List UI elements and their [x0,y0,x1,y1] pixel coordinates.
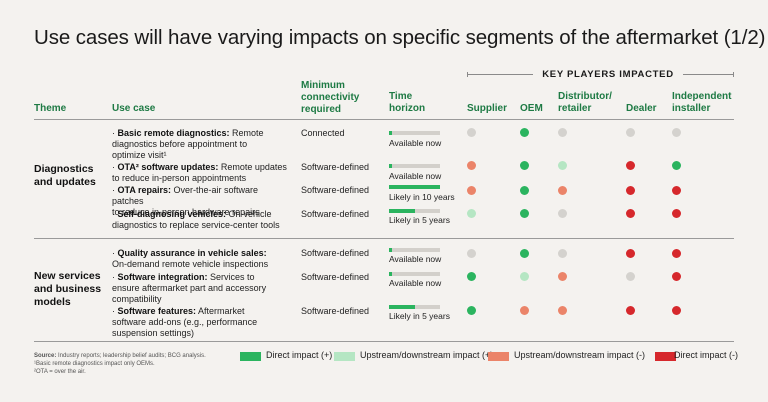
use-case-ota-software-updates: · OTA² software updates: Remote updates … [112,162,287,183]
time-horizon-label: Likely in 5 years [389,311,450,321]
impact-dot-distributor-retailer [558,306,567,315]
connectivity-value: Software-defined [301,209,370,219]
time-horizon-bar [389,131,440,135]
impact-dot-oem [520,306,529,315]
table-bottom-divider [34,341,734,342]
time-horizon-label: Likely in 5 years [389,215,450,225]
impact-dot-oem [520,272,529,281]
impact-dot-independent-installer [672,272,681,281]
footnote-1: ¹Basic remote diagnostics impact only OE… [34,361,155,367]
connectivity-value: Software-defined [301,162,370,172]
legend-label-direct-negative: Direct impact (-) [674,350,739,360]
key-players-rule-right [683,74,734,75]
group-divider [34,238,734,239]
time-horizon-bar [389,272,440,276]
impact-dot-dealer [626,209,635,218]
use-case-ota-repairs: · OTA repairs: Over-the-air software pat… [112,185,260,217]
impact-dot-oem [520,128,529,137]
header-use-case: Use case [112,103,156,114]
header-distributor-retailer: Distributor/retailer [558,91,612,114]
impact-dot-dealer [626,128,635,137]
impact-dot-dealer [626,306,635,315]
connectivity-value: Software-defined [301,272,370,282]
impact-dot-dealer [626,272,635,281]
key-players-heading: KEY PLAYERS IMPACTED [542,69,674,80]
impact-dot-supplier [467,249,476,258]
impact-dot-supplier [467,209,476,218]
use-case-quality-assurance: · Quality assurance in vehicle sales: On… [112,248,269,269]
impact-dot-distributor-retailer [558,161,567,170]
impact-dot-oem [520,161,529,170]
time-horizon-label: Available now [389,254,442,264]
time-horizon-bar [389,209,440,213]
header-independent-installer: Independent installer [672,91,732,114]
use-case-software-integration: · Software integration: Services to ensu… [112,272,267,304]
legend-label-direct-positive: Direct impact (+) [266,350,333,360]
key-players-rule-left [467,74,533,75]
impact-dot-supplier [467,306,476,315]
impact-dot-oem [520,209,529,218]
header-theme: Theme [34,103,67,114]
connectivity-value: Software-defined [301,306,370,316]
legend-swatch-direct-negative [655,352,676,361]
theme-new-services: New services and business models [34,270,102,308]
impact-dot-supplier [467,128,476,137]
header-connectivity: Minimum connectivity required [301,80,360,115]
time-horizon-bar [389,185,440,189]
time-horizon-label: Available now [389,138,442,148]
legend-label-updown-negative: Upstream/downstream impact (-) [514,350,646,360]
connectivity-value: Connected [301,128,345,138]
time-horizon-bar [389,305,440,309]
theme-diagnostics-updates: Diagnostics and updates [34,163,96,188]
use-case-basic-remote-diagnostics: · Basic remote diagnostics: Remote diagn… [112,128,264,160]
time-horizon-label: Available now [389,278,442,288]
impact-dot-supplier [467,186,476,195]
impact-dot-dealer [626,186,635,195]
impact-dot-distributor-retailer [558,249,567,258]
header-dealer: Dealer [626,103,657,114]
header-time-horizon: Time horizon [389,91,426,114]
impact-dot-independent-installer [672,128,681,137]
impact-dot-oem [520,249,529,258]
impact-dot-independent-installer [672,161,681,170]
impact-dot-independent-installer [672,186,681,195]
legend-swatch-direct-positive [240,352,261,361]
legend-label-updown-positive: Upstream/downstream impact (+) [360,350,494,360]
use-case-self-diagnosing-vehicles: · Self-diagnosing vehicles: On-vehicle d… [112,209,280,230]
impact-dot-independent-installer [672,209,681,218]
footnote-2: ²OTA = over the air. [34,369,86,375]
page-title: Use cases will have varying impacts on s… [34,26,766,49]
use-case-software-features: · Software features: Aftermarket softwar… [112,306,258,338]
impact-dot-supplier [467,272,476,281]
time-horizon-bar [389,164,440,168]
impact-dot-distributor-retailer [558,209,567,218]
impact-dot-distributor-retailer [558,128,567,137]
legend-swatch-updown-negative [488,352,509,361]
impact-dot-distributor-retailer [558,272,567,281]
legend-swatch-updown-positive [334,352,355,361]
header-oem: OEM [520,103,543,114]
key-players-tick-right [733,72,734,77]
connectivity-value: Software-defined [301,185,370,195]
source-note: Source: Industry reports; leadership bel… [34,353,206,359]
connectivity-value: Software-defined [301,248,370,258]
time-horizon-bar [389,248,440,252]
impact-dot-dealer [626,161,635,170]
impact-dot-oem [520,186,529,195]
time-horizon-label: Likely in 10 years [389,192,455,202]
header-supplier: Supplier [467,103,508,114]
time-horizon-label: Available now [389,171,442,181]
impact-dot-distributor-retailer [558,186,567,195]
impact-dot-independent-installer [672,249,681,258]
impact-dot-supplier [467,161,476,170]
header-divider [34,119,734,120]
impact-dot-independent-installer [672,306,681,315]
key-players-tick-left [467,72,468,77]
impact-dot-dealer [626,249,635,258]
